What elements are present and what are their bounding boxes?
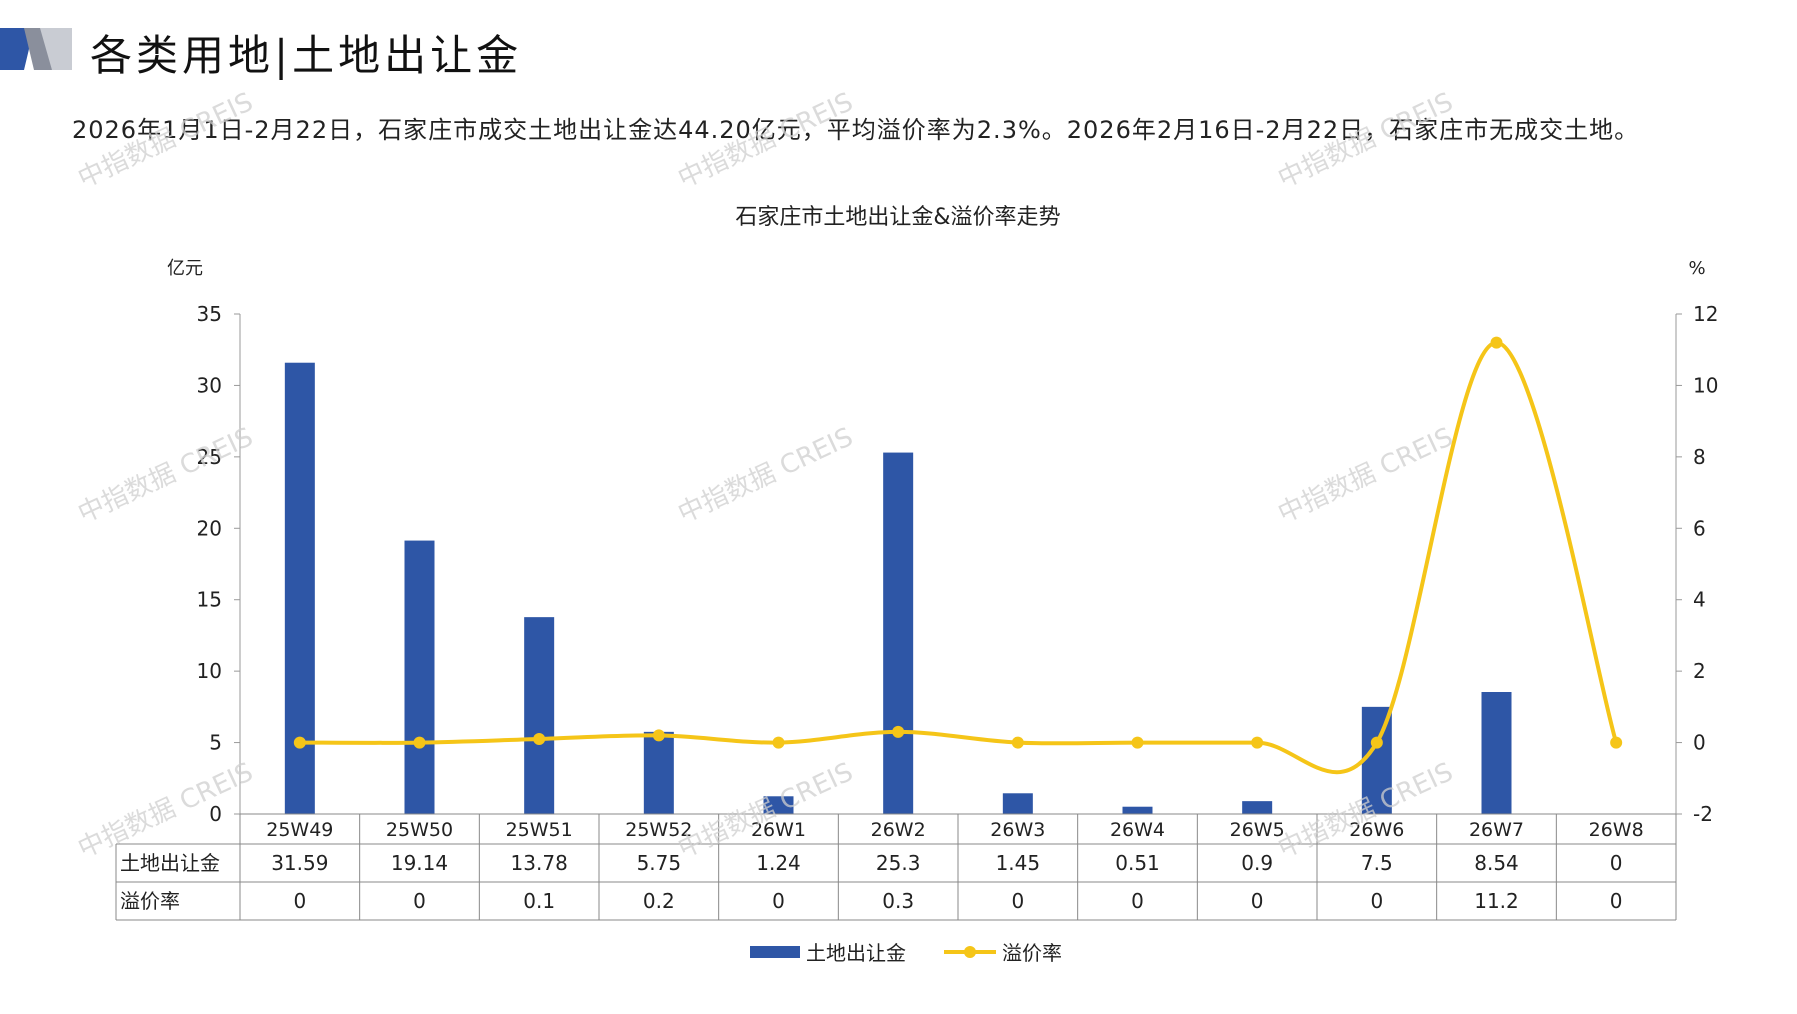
line-point: [1011, 736, 1024, 749]
table-cell: 11.2: [1474, 889, 1519, 913]
y-right-tick-label: 4: [1693, 588, 1706, 612]
table-cell: 0.1: [523, 889, 555, 913]
line-point: [1131, 736, 1144, 749]
line-point: [772, 736, 785, 749]
table-cell: 0.2: [643, 889, 675, 913]
bar: [763, 796, 794, 814]
table-cell: 8.54: [1474, 851, 1519, 875]
table-row-header: 溢价率: [120, 889, 180, 913]
table-cell: 0: [1610, 851, 1623, 875]
table-cell: 1.45: [996, 851, 1041, 875]
bar: [1122, 806, 1153, 814]
y-left-unit: 亿元: [167, 258, 203, 279]
table-cell: 0.51: [1115, 851, 1160, 875]
y-right-unit: %: [1688, 258, 1705, 279]
table-cell: 0: [1610, 889, 1623, 913]
table-cell: 31.59: [271, 851, 328, 875]
line-point: [1251, 736, 1264, 749]
bar: [643, 731, 674, 814]
line-point: [413, 736, 426, 749]
table-cell: 25.3: [876, 851, 921, 875]
y-left-tick-label: 25: [197, 445, 222, 469]
bar: [1242, 801, 1273, 814]
x-tick-label: 26W3: [990, 819, 1045, 841]
table-cell: 0.9: [1241, 851, 1273, 875]
table-cell: 0: [413, 889, 426, 913]
x-tick-label: 26W2: [871, 819, 926, 841]
table-cell: 19.14: [391, 851, 448, 875]
x-tick-label: 26W1: [751, 819, 806, 841]
chart-container: 石家庄市土地出让金&溢价率走势亿元% 0 5 10 15 20 25 30 35 -2 0 2 4 6 8 1…: [0, 190, 1797, 1010]
table-cell: 5.75: [637, 851, 682, 875]
page-title: 各类用地|土地出让金: [90, 31, 523, 80]
y-right-tick-label: -2: [1693, 802, 1713, 826]
x-tick-label: 26W4: [1110, 819, 1165, 841]
table-row-header: 土地出让金: [120, 851, 220, 875]
table-cell: 13.78: [511, 851, 568, 875]
y-left-tick-label: 0: [209, 802, 222, 826]
line-point: [1610, 736, 1623, 749]
table-cell: 0.3: [882, 889, 914, 913]
y-right-tick-label: 6: [1693, 516, 1706, 540]
table-cell: 7.5: [1361, 851, 1393, 875]
x-tick-label: 25W49: [266, 819, 333, 841]
table-cell: 0: [1131, 889, 1144, 913]
summary-text: 2026年1月1日-2月22日，石家庄市成交土地出让金达44.20亿元，平均溢价…: [72, 116, 1640, 144]
bar: [524, 617, 555, 814]
y-left-tick-label: 30: [197, 373, 222, 397]
table-cell: 0: [1251, 889, 1264, 913]
line-point: [1490, 336, 1503, 349]
table-cell: 0: [293, 889, 306, 913]
line-point: [1370, 736, 1383, 749]
legend-label: 溢价率: [1002, 941, 1062, 965]
y-left-tick-label: 15: [197, 588, 222, 612]
x-tick-label: 26W6: [1349, 819, 1404, 841]
table-cell: 1.24: [756, 851, 801, 875]
x-tick-label: 25W51: [506, 819, 573, 841]
y-left-tick-label: 10: [197, 659, 222, 683]
line-point: [892, 725, 905, 738]
x-tick-label: 26W8: [1589, 819, 1644, 841]
x-tick-label: 26W7: [1469, 819, 1524, 841]
y-right-tick-label: 10: [1693, 373, 1718, 397]
y-left-tick-label: 5: [209, 731, 222, 755]
x-tick-label: 26W5: [1230, 819, 1285, 841]
table-cell: 0: [772, 889, 785, 913]
legend-line-marker: [964, 946, 976, 958]
x-tick-label: 25W52: [625, 819, 692, 841]
y-right-tick-label: 12: [1693, 302, 1718, 326]
y-left-tick-label: 35: [197, 302, 222, 326]
y-left-tick-label: 20: [197, 516, 222, 540]
line-point: [652, 729, 665, 742]
legend-bar-swatch: [750, 946, 800, 958]
chart-title: 石家庄市土地出让金&溢价率走势: [735, 205, 1060, 230]
logo-icon: [0, 28, 72, 70]
line-point: [533, 733, 546, 745]
legend-label: 土地出让金: [806, 941, 906, 965]
y-right-tick-label: 0: [1693, 731, 1706, 755]
table-cell: 0: [1370, 889, 1383, 913]
bar: [1481, 692, 1512, 814]
table-cell: 0: [1011, 889, 1024, 913]
bar: [404, 540, 435, 814]
x-tick-label: 25W50: [386, 819, 453, 841]
line-series: [299, 340, 1619, 775]
y-right-tick-label: 8: [1693, 445, 1706, 469]
line-point: [293, 736, 306, 749]
y-right-tick-label: 2: [1693, 659, 1706, 683]
bar: [883, 452, 914, 814]
bar: [1002, 793, 1033, 814]
header: 各类用地|土地出让金: [0, 0, 1797, 100]
